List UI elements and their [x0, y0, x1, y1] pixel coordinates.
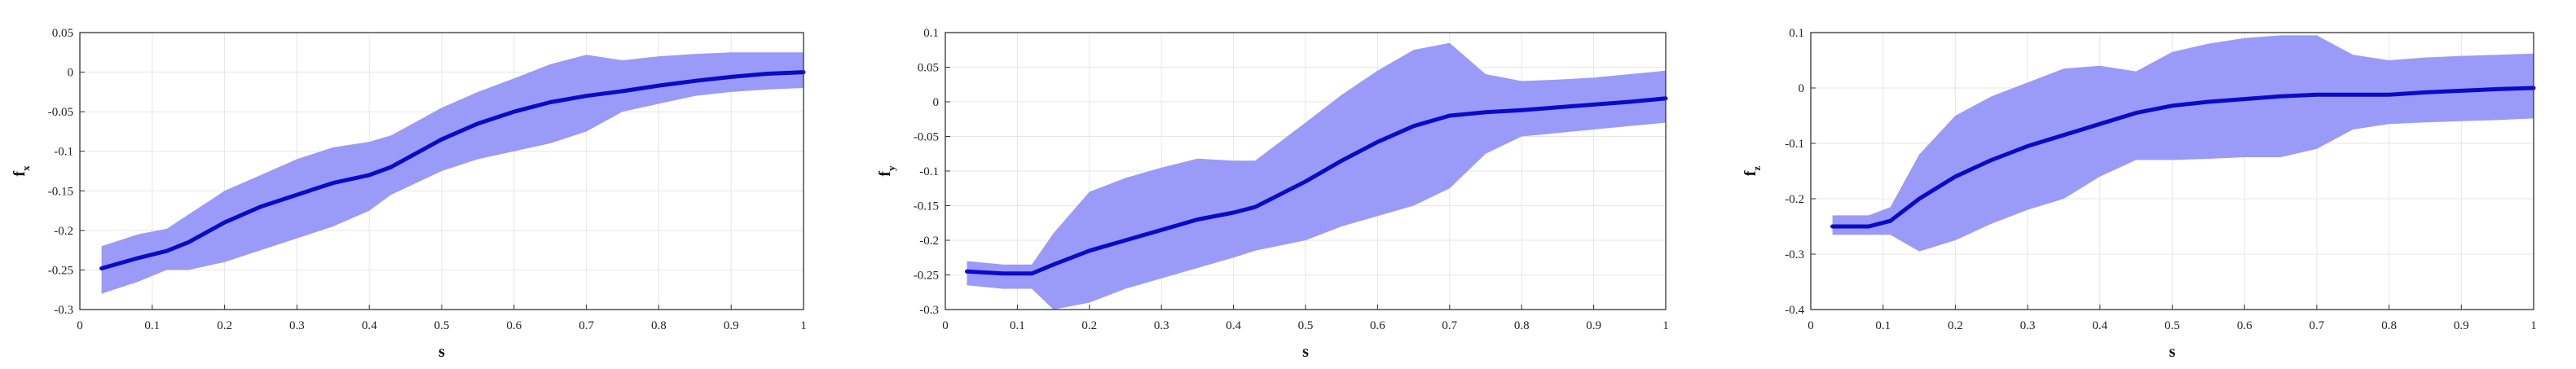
- x-tick-label: 0.1: [1875, 319, 1891, 332]
- y-axis-label: fx: [11, 165, 32, 177]
- x-tick-label: 0.5: [2164, 319, 2180, 332]
- x-tick-label: 0.5: [1298, 319, 1314, 332]
- x-tick-label: 0.9: [1586, 319, 1601, 332]
- x-tick-label: 1: [2530, 319, 2537, 332]
- y-tick-label: -0.05: [914, 131, 939, 144]
- y-tick-label: -0.2: [919, 235, 939, 248]
- y-axis-label-main: f: [876, 171, 894, 177]
- y-tick-label: 0.1: [923, 27, 939, 40]
- x-tick-label: 0.6: [1370, 319, 1385, 332]
- x-tick-label: 0.4: [1226, 319, 1241, 332]
- y-tick-label: 0: [1799, 82, 1805, 95]
- y-tick-label: 0: [68, 67, 74, 80]
- y-tick-label: 0.05: [52, 27, 73, 40]
- x-tick-label: 0.6: [2237, 319, 2252, 332]
- y-tick-label: -0.25: [914, 270, 939, 283]
- x-tick-label: 0.4: [362, 319, 377, 332]
- chart-panel-2: 0 0.1 0.2 0.3 0.4 0.5 0.6 0.7 0.8 0.9 1 -0.3 -0.25 -0…: [876, 27, 1669, 361]
- x-tick-label: 0.8: [2381, 319, 2397, 332]
- x-tick-label: 0.9: [2454, 319, 2469, 332]
- x-axis-label: s: [2169, 343, 2176, 361]
- chart-panel-1: 0 0.1 0.2 0.3 0.4 0.5 0.6 0.7 0.8 0.9 1 -0.3 -0.25 -0…: [11, 27, 807, 361]
- y-tick-label: -0.2: [54, 225, 73, 238]
- y-tick-label: -0.3: [54, 304, 73, 317]
- x-tick-label: 0.8: [651, 319, 667, 332]
- x-tick-label: 0.8: [1514, 319, 1530, 332]
- chart-panel-3: 0 0.1 0.2 0.3 0.4 0.5 0.6 0.7 0.8 0.9 1 -0.4 -0.3 -0.…: [1742, 27, 2537, 361]
- y-tick-label: -0.2: [1785, 193, 1804, 206]
- y-axis-label-main: f: [1742, 170, 1759, 176]
- x-tick-label: 0.1: [1010, 319, 1025, 332]
- x-tick-label: 0.2: [1081, 319, 1097, 332]
- x-tick-label: 0.4: [2092, 319, 2107, 332]
- y-axis-label-subscript: z: [1750, 166, 1763, 171]
- mean-line: [99, 70, 806, 270]
- y-axis-label-subscript: y: [885, 165, 897, 171]
- y-tick-label: 0.1: [1789, 27, 1804, 40]
- y-tick-label: 0: [933, 96, 940, 109]
- mean-line: [965, 96, 1668, 276]
- x-tick-label: 0.3: [1154, 319, 1169, 332]
- x-tick-label: 0.5: [434, 319, 450, 332]
- x-tick-label: 0.1: [144, 319, 160, 332]
- y-tick-label: -0.4: [1785, 304, 1804, 317]
- y-tick-label: -0.15: [914, 200, 939, 213]
- confidence-band: [1832, 35, 2534, 252]
- x-tick-label: 0.9: [724, 319, 739, 332]
- x-tick-label: 0: [77, 319, 83, 332]
- y-tick-label: -0.15: [48, 185, 73, 198]
- x-axis-label: s: [438, 343, 445, 361]
- x-tick-label: 0.3: [2020, 319, 2036, 332]
- x-tick-label: 0: [942, 319, 949, 332]
- y-axis-label: fy: [876, 165, 897, 177]
- y-axis-label-main: f: [11, 171, 29, 177]
- x-axis-label: s: [1302, 343, 1309, 361]
- y-tick-label: 0.05: [918, 62, 939, 75]
- x-tick-label: 1: [1662, 319, 1669, 332]
- x-tick-label: 0.6: [506, 319, 522, 332]
- y-tick-label: -0.05: [48, 106, 73, 119]
- x-tick-label: 0.2: [1948, 319, 1963, 332]
- x-tick-label: 0.7: [1442, 319, 1457, 332]
- y-tick-label: -0.1: [54, 146, 73, 159]
- x-tick-label: 1: [800, 319, 807, 332]
- x-tick-label: 0.7: [579, 319, 594, 332]
- y-axis-label: fz: [1742, 166, 1763, 177]
- mean-line: [1830, 86, 2536, 229]
- x-tick-label: 0.7: [2310, 319, 2325, 332]
- x-tick-label: 0.3: [289, 319, 305, 332]
- x-tick-label: 0.2: [217, 319, 232, 332]
- y-tick-label: -0.1: [919, 165, 939, 178]
- y-tick-label: -0.25: [48, 264, 73, 277]
- y-tick-label: -0.1: [1785, 138, 1804, 151]
- x-tick-label: 0: [1808, 319, 1814, 332]
- y-tick-label: -0.3: [1785, 248, 1804, 261]
- y-tick-label: -0.3: [919, 304, 939, 317]
- y-axis-label-subscript: x: [20, 165, 32, 171]
- confidence-band: [101, 52, 804, 294]
